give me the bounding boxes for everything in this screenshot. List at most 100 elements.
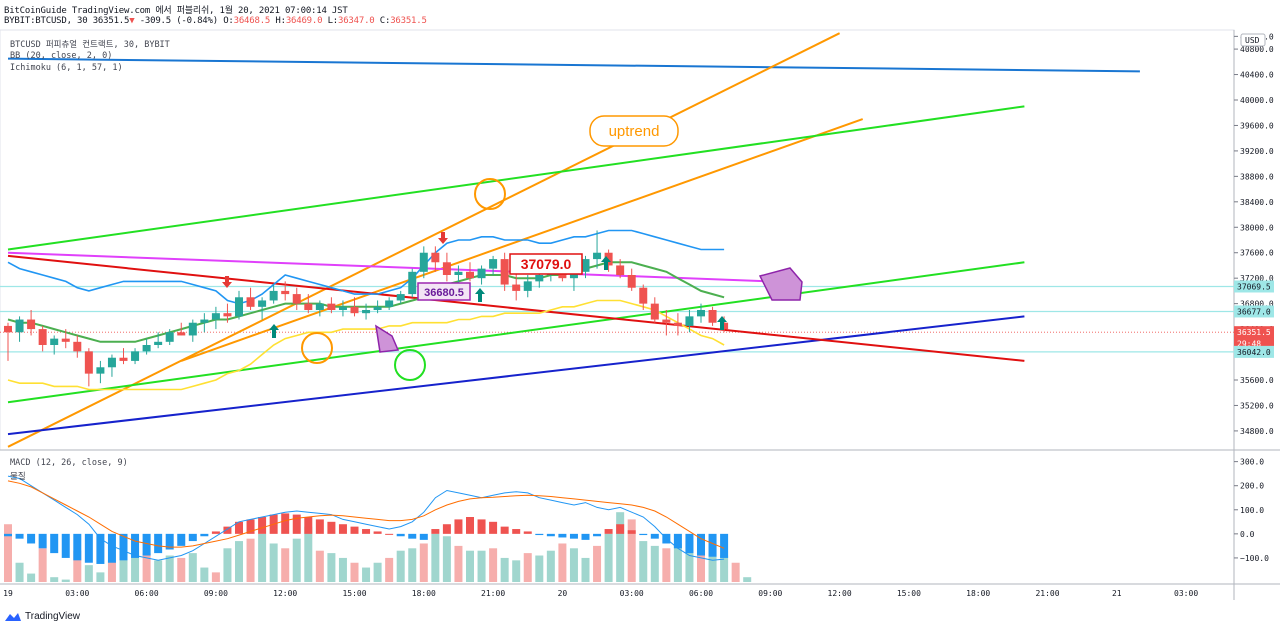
trendline-blue-resistance <box>7 57 1140 73</box>
signal-line <box>7 480 725 549</box>
time-tick-label: 09:00 <box>204 589 228 598</box>
macd-histogram-bar <box>107 533 116 563</box>
price-tick-label: 37600.0 <box>1240 249 1274 258</box>
price-tag-label: 36351.5 <box>1237 328 1271 337</box>
main-pane-border <box>0 29 1235 451</box>
time-tick-label: 03:00 <box>65 589 89 598</box>
price-tag-label: 29:48 <box>1237 340 1261 349</box>
macd-histogram-bar <box>581 533 590 540</box>
macd-histogram-bar <box>27 533 36 544</box>
trendline-navy-support <box>7 315 1025 436</box>
candle-body <box>650 303 659 320</box>
currency-label: USD <box>1245 36 1260 45</box>
candle-body <box>697 310 705 317</box>
hand-pointer-icon <box>758 267 803 301</box>
candle-body <box>119 357 128 361</box>
macd-histogram-bar <box>385 533 394 535</box>
candle-body <box>593 252 602 260</box>
candle-body <box>489 259 498 269</box>
candle-body <box>604 252 613 266</box>
candle-body <box>61 338 70 342</box>
annotations: uptrend 37079.0 36680.5 <box>222 115 803 381</box>
tradingview-logo[interactable]: TradingView <box>4 611 80 622</box>
trendline-magenta-line <box>7 251 771 283</box>
arrow-up-icon <box>601 256 611 270</box>
candle-body <box>269 290 278 301</box>
macd-volume-bar <box>281 548 290 582</box>
publish-line: BitCoinGuide TradingView.com 에서 퍼블리쉬, 1월… <box>4 6 348 16</box>
grid <box>0 29 1280 600</box>
macd-histogram-bar <box>523 531 532 534</box>
macd-volume-bar <box>627 519 636 582</box>
macd-histogram-bar <box>616 524 625 534</box>
trendline-green-lower <box>7 261 1025 404</box>
price-tick-label: 35600.0 <box>1240 376 1274 385</box>
price-tag-label: 36042.0 <box>1237 348 1271 357</box>
macd-volume-bar <box>304 526 313 582</box>
macd-histogram-bar <box>350 526 359 534</box>
macd-volume-bar <box>27 573 36 582</box>
symbol-legend[interactable]: BTCUSD 퍼피츄얼 컨트랙트, 30, BYBIT <box>10 40 170 50</box>
last-price: 36351.5 <box>92 16 130 26</box>
smiley-icon <box>301 332 333 364</box>
trendlines <box>7 32 1140 448</box>
candle-body <box>50 338 59 345</box>
macd-volume-bar <box>697 538 705 582</box>
macd-histogram-bar <box>38 533 47 549</box>
time-tick-label: 20 <box>558 589 568 598</box>
arrow-up-icon <box>717 316 727 330</box>
candle-body <box>292 294 301 304</box>
ichimoku-legend[interactable]: Ichimoku (6, 1, 57, 1) <box>10 63 123 73</box>
macd-histogram-bar <box>315 519 324 534</box>
macd-volume-bar <box>84 565 93 582</box>
box-low-label: 36680.5 <box>424 287 464 299</box>
macd-volume-bar <box>650 545 659 582</box>
candle-body <box>235 297 243 317</box>
candle-body <box>616 265 625 275</box>
price-tick-label: 38400.0 <box>1240 198 1274 207</box>
macd-legend[interactable]: MACD (12, 26, close, 9) <box>10 458 128 468</box>
price-tick-label: 40400.0 <box>1240 71 1274 80</box>
macd-volume-bar <box>200 567 209 582</box>
macd-histogram-bar <box>292 514 301 534</box>
macd-histogram-bar <box>593 533 602 537</box>
price-tag <box>1234 345 1274 358</box>
macd-volume-bar <box>73 550 82 582</box>
candle-body <box>258 300 267 307</box>
macd-histogram-bar <box>223 526 232 534</box>
bb-lower-line <box>7 299 725 391</box>
price-change: -309.5 (-0.84%) <box>139 16 218 26</box>
macd-histogram-bar <box>246 519 255 534</box>
macd-histogram-bar <box>431 529 440 534</box>
candle-body <box>131 351 140 361</box>
high-value: 36469.0 <box>285 16 323 26</box>
candle-body <box>454 271 463 275</box>
candle-body <box>304 303 313 310</box>
macd-histogram-bar <box>685 533 694 554</box>
candle-body <box>523 281 532 291</box>
macd-histogram-bar <box>50 533 59 554</box>
macd-volume-bar <box>315 550 324 582</box>
macd-volume-bar <box>327 553 336 582</box>
macd-histogram-bar <box>546 533 555 537</box>
macd-tick-label: 300.0 <box>1240 458 1264 467</box>
box-high-label-bg <box>509 253 583 275</box>
macd-histogram-bar <box>200 533 209 537</box>
uptrend-bubble <box>589 115 679 147</box>
macd-volume-bar <box>211 572 220 582</box>
macd-histogram-bar <box>177 533 186 546</box>
macd-histogram-bar <box>408 533 417 539</box>
macd-volume-bar <box>154 560 163 582</box>
candle-body <box>211 313 220 320</box>
bb-legend[interactable]: BB (20, close, 2, 0) <box>10 51 113 61</box>
macd-histogram-bar <box>362 529 371 534</box>
macd-histogram-bar <box>419 533 428 540</box>
macd-volume-bar <box>523 553 532 582</box>
macd-volume-bar <box>38 548 47 582</box>
macd-volume-bar <box>454 545 463 582</box>
time-tick-label: 18:00 <box>412 589 436 598</box>
macd-volume-bar <box>419 543 428 582</box>
candle-body <box>720 322 729 330</box>
macd-volume-bar <box>604 533 613 582</box>
